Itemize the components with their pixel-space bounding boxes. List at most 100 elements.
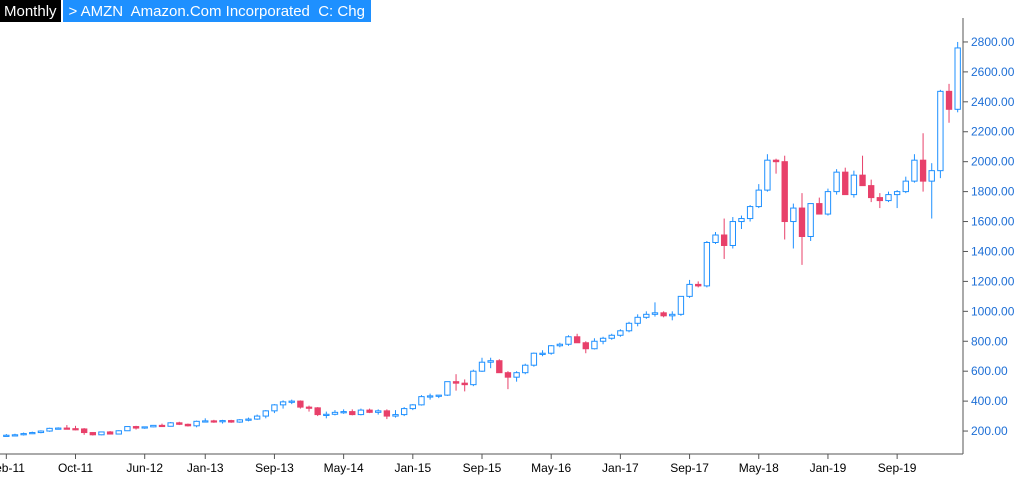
candle-body-down[interactable]: [660, 312, 667, 317]
candle-body-up[interactable]: [599, 337, 607, 342]
candle-body-down[interactable]: [349, 411, 356, 416]
candle-body-up[interactable]: [150, 424, 157, 428]
candle-body-up[interactable]: [539, 352, 546, 355]
candle-body-up[interactable]: [643, 313, 650, 318]
candle-body-up[interactable]: [755, 189, 762, 208]
candle-body-up[interactable]: [625, 322, 633, 332]
candle-body-up[interactable]: [340, 411, 347, 414]
candle-body-down[interactable]: [461, 382, 468, 386]
candle-body-up[interactable]: [245, 418, 252, 421]
candle-body-down[interactable]: [314, 407, 321, 416]
candle-body-down[interactable]: [859, 174, 866, 187]
candle-body-down[interactable]: [106, 431, 114, 435]
candle-body-down[interactable]: [842, 171, 849, 196]
candle-body-down[interactable]: [720, 234, 728, 246]
candle-body-up[interactable]: [677, 295, 685, 315]
candle-body-up[interactable]: [764, 159, 771, 191]
candle-body-down[interactable]: [876, 197, 884, 202]
candle-body-up[interactable]: [124, 426, 131, 432]
candle-body-up[interactable]: [928, 170, 935, 182]
candle-body-up[interactable]: [444, 381, 451, 396]
candle-body-up[interactable]: [530, 352, 538, 366]
candle-body-up[interactable]: [392, 414, 399, 417]
candle-body-down[interactable]: [582, 342, 589, 350]
candle-body-up[interactable]: [29, 432, 36, 435]
candle-body-up[interactable]: [262, 410, 269, 417]
candle-body-up[interactable]: [20, 433, 27, 436]
candle-body-up[interactable]: [522, 364, 529, 374]
candle-body-down[interactable]: [63, 427, 71, 430]
candle-body-up[interactable]: [253, 415, 261, 420]
symbol-title[interactable]: > AMZN Amazon.Com Incorporated C: Chg: [62, 0, 371, 22]
candle-body-up[interactable]: [55, 427, 62, 430]
candle-body-up[interactable]: [37, 430, 45, 434]
candle-body-up[interactable]: [669, 313, 676, 317]
candle-body-up[interactable]: [236, 419, 244, 423]
candle-body-up[interactable]: [686, 283, 693, 297]
candle-body-up[interactable]: [548, 345, 555, 354]
candle-body-up[interactable]: [556, 343, 564, 347]
candle-body-down[interactable]: [297, 400, 304, 408]
candle-body-up[interactable]: [219, 420, 226, 423]
candle-body-down[interactable]: [366, 409, 373, 413]
candle-body-up[interactable]: [271, 404, 278, 412]
candle-body-up[interactable]: [141, 426, 148, 429]
candle-body-up[interactable]: [824, 191, 832, 215]
candle-body-up[interactable]: [746, 206, 754, 220]
candle-body-up[interactable]: [807, 203, 814, 238]
candle-body-up[interactable]: [703, 241, 711, 287]
candle-body-down[interactable]: [80, 428, 88, 434]
candle-body-down[interactable]: [919, 159, 927, 182]
candle-body-up[interactable]: [617, 330, 624, 336]
candle-body-down[interactable]: [798, 207, 806, 238]
candle-body-up[interactable]: [418, 396, 425, 406]
candle-body-up[interactable]: [712, 234, 719, 243]
candle-body-up[interactable]: [513, 372, 520, 378]
candle-body-down[interactable]: [504, 372, 512, 378]
candle-body-up[interactable]: [911, 159, 918, 182]
candle-body-up[interactable]: [565, 336, 572, 345]
candle-body-down[interactable]: [158, 424, 166, 428]
candle-body-down[interactable]: [89, 432, 96, 436]
candle-body-up[interactable]: [893, 191, 901, 196]
candle-body-up[interactable]: [357, 409, 365, 416]
candle-body-up[interactable]: [3, 434, 10, 437]
candle-body-up[interactable]: [409, 404, 416, 410]
candle-body-down[interactable]: [772, 159, 780, 163]
candle-body-up[interactable]: [591, 340, 598, 350]
candle-body-up[interactable]: [167, 422, 174, 427]
candle-body-down[interactable]: [228, 420, 235, 423]
candle-body-down[interactable]: [781, 161, 788, 223]
candle-body-up[interactable]: [651, 312, 659, 315]
candle-body-down[interactable]: [383, 410, 391, 417]
candle-body-up[interactable]: [435, 394, 442, 397]
candle-body-down[interactable]: [695, 283, 702, 287]
candle-body-up[interactable]: [193, 420, 200, 427]
candle-body-down[interactable]: [305, 406, 313, 409]
candle-body-down[interactable]: [868, 185, 875, 199]
candle-body-up[interactable]: [634, 316, 641, 324]
candle-body-down[interactable]: [945, 90, 953, 110]
candle-body-up[interactable]: [46, 427, 53, 432]
candle-body-down[interactable]: [210, 420, 218, 423]
candle-body-up[interactable]: [323, 413, 330, 416]
candle-body-up[interactable]: [833, 171, 840, 193]
candle-body-up[interactable]: [954, 47, 961, 110]
candle-body-up[interactable]: [885, 194, 892, 202]
candle-body-up[interactable]: [11, 434, 19, 437]
candle-body-up[interactable]: [470, 370, 477, 386]
candle-body-up[interactable]: [115, 430, 122, 435]
candle-body-up[interactable]: [738, 218, 745, 223]
candle-body-up[interactable]: [478, 361, 486, 372]
candle-body-up[interactable]: [331, 411, 339, 415]
candle-body-down[interactable]: [496, 360, 503, 374]
candle-body-up[interactable]: [608, 334, 615, 339]
candle-body-down[interactable]: [176, 422, 183, 425]
candle-body-up[interactable]: [288, 400, 295, 403]
candle-body-up[interactable]: [937, 90, 944, 172]
candle-body-down[interactable]: [816, 203, 823, 215]
candle-body-up[interactable]: [729, 221, 736, 246]
candle-body-up[interactable]: [375, 410, 382, 413]
candle-body-up[interactable]: [426, 395, 434, 398]
period-label[interactable]: Monthly: [0, 0, 61, 22]
